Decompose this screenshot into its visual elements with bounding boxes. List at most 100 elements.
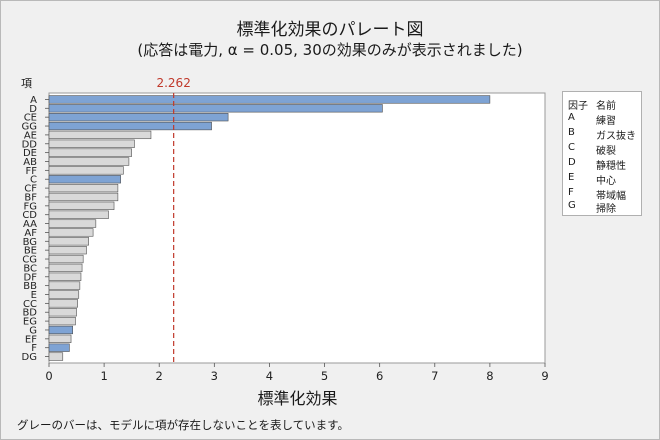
legend-factor: A (568, 112, 575, 123)
y-tick-label: BD (22, 308, 37, 319)
bar (48, 104, 383, 113)
x-tick-label: 4 (266, 369, 273, 381)
bar (48, 219, 97, 228)
legend-header-factor: 因子 (568, 101, 588, 112)
y-tick-label: FF (25, 166, 37, 177)
legend-name: 破裂 (596, 146, 616, 157)
bar (48, 316, 76, 326)
y-tick-label: D (29, 104, 37, 115)
legend-name: 中心 (596, 176, 616, 187)
factor-legend: 因子 名前 A 練習 B ガス抜き C 破裂 D 静穏性 E 中心 F 帯域幅 … (562, 91, 642, 216)
legend-item: A 練習 (568, 112, 640, 127)
y-tick-label: CF (24, 184, 37, 195)
bar (48, 334, 72, 343)
bar (48, 290, 80, 299)
legend-item: C 破裂 (568, 142, 640, 157)
y-tick-label: BB (23, 281, 37, 292)
bar (48, 175, 121, 184)
legend-item: D 静穏性 (568, 157, 640, 172)
y-tick-label: EF (25, 334, 37, 345)
legend-factor: C (568, 142, 575, 153)
y-tick-label: E (31, 290, 37, 301)
bar (48, 157, 130, 166)
legend-item: G 掃除 (568, 200, 640, 215)
bar (48, 148, 132, 157)
legend-factor: B (568, 127, 575, 138)
bar (48, 139, 135, 148)
legend-name: ガス抜き (596, 131, 636, 142)
legend-name: 掃除 (596, 204, 616, 215)
x-tick-label: 3 (211, 369, 218, 381)
bar (48, 246, 87, 255)
y-tick-label: BE (24, 246, 37, 257)
y-tick-label: CC (23, 299, 37, 310)
y-tick-label: G (29, 325, 37, 336)
y-tick-label: A (30, 95, 37, 106)
x-tick-label: 0 (45, 369, 52, 381)
chart-title: 標準化効果のパレート図 (236, 20, 424, 40)
bar (48, 281, 81, 290)
y-tick-label: DG (22, 352, 37, 363)
y-tick-label: DF (24, 272, 38, 283)
bar (48, 308, 77, 317)
legend-name: 静穏性 (596, 161, 626, 172)
y-tick-label: DD (22, 139, 38, 150)
y-tick-label: AB (23, 157, 37, 168)
bar (48, 299, 78, 308)
legend-factor: F (568, 187, 574, 198)
bar (48, 201, 115, 210)
legend-factor: E (568, 172, 575, 183)
x-tick-label: 2 (156, 369, 163, 381)
pareto-chart: ADCEGGAEDDDEABFFCCFBFFGCDAAAFBGBECGBCDFB… (22, 76, 549, 381)
bar (48, 183, 119, 193)
legend-header: 因子 名前 (568, 97, 640, 112)
y-axis-label: 項 (21, 77, 32, 90)
y-tick-label: DE (23, 148, 37, 159)
y-tick-label: CE (24, 113, 37, 124)
bar (48, 272, 82, 281)
bar (48, 130, 152, 140)
x-tick-label: 9 (541, 369, 548, 381)
y-tick-label: CG (22, 255, 37, 266)
legend-name: 帯域幅 (596, 191, 626, 202)
bar (48, 192, 119, 202)
chart-subtitle: (応答は電力, α = 0.05, 30の効果のみが表示されました) (137, 41, 523, 59)
bar (48, 210, 109, 219)
bar (48, 237, 89, 246)
legend-item: E 中心 (568, 172, 640, 187)
y-tick-label: AA (23, 219, 37, 230)
y-tick-label: BG (23, 237, 37, 248)
x-tick-label: 5 (321, 369, 328, 381)
legend-factor: D (568, 157, 576, 168)
footnote: グレーのバーは、モデルに項が存在しないことを表しています。 (17, 418, 350, 432)
bar (48, 95, 491, 104)
y-tick-label: C (30, 175, 37, 186)
x-tick-label: 8 (486, 369, 493, 381)
x-tick-label: 1 (100, 369, 107, 381)
y-tick-label: BF (24, 192, 37, 203)
bar (48, 228, 94, 237)
y-tick-label: FG (23, 201, 37, 212)
legend-factor: G (568, 200, 576, 211)
bar (48, 121, 212, 131)
x-tick-label: 6 (376, 369, 383, 381)
y-tick-label: EG (23, 317, 37, 328)
bar (48, 352, 64, 361)
legend-header-name: 名前 (596, 101, 616, 112)
legend-item: F 帯域幅 (568, 187, 640, 202)
bar (48, 263, 83, 273)
y-tick-label: CD (22, 210, 37, 221)
reference-line-label: 2.262 (156, 76, 190, 90)
bar (48, 343, 70, 352)
bar (48, 325, 73, 335)
bar (48, 254, 84, 264)
x-tick-label: 7 (431, 369, 438, 381)
x-axis-label: 標準化効果 (257, 389, 338, 408)
y-tick-label: AE (24, 130, 37, 141)
y-tick-label: F (31, 343, 37, 354)
bar (48, 166, 124, 175)
y-tick-label: AF (24, 228, 37, 239)
bar (48, 113, 229, 122)
legend-item: B ガス抜き (568, 127, 640, 142)
